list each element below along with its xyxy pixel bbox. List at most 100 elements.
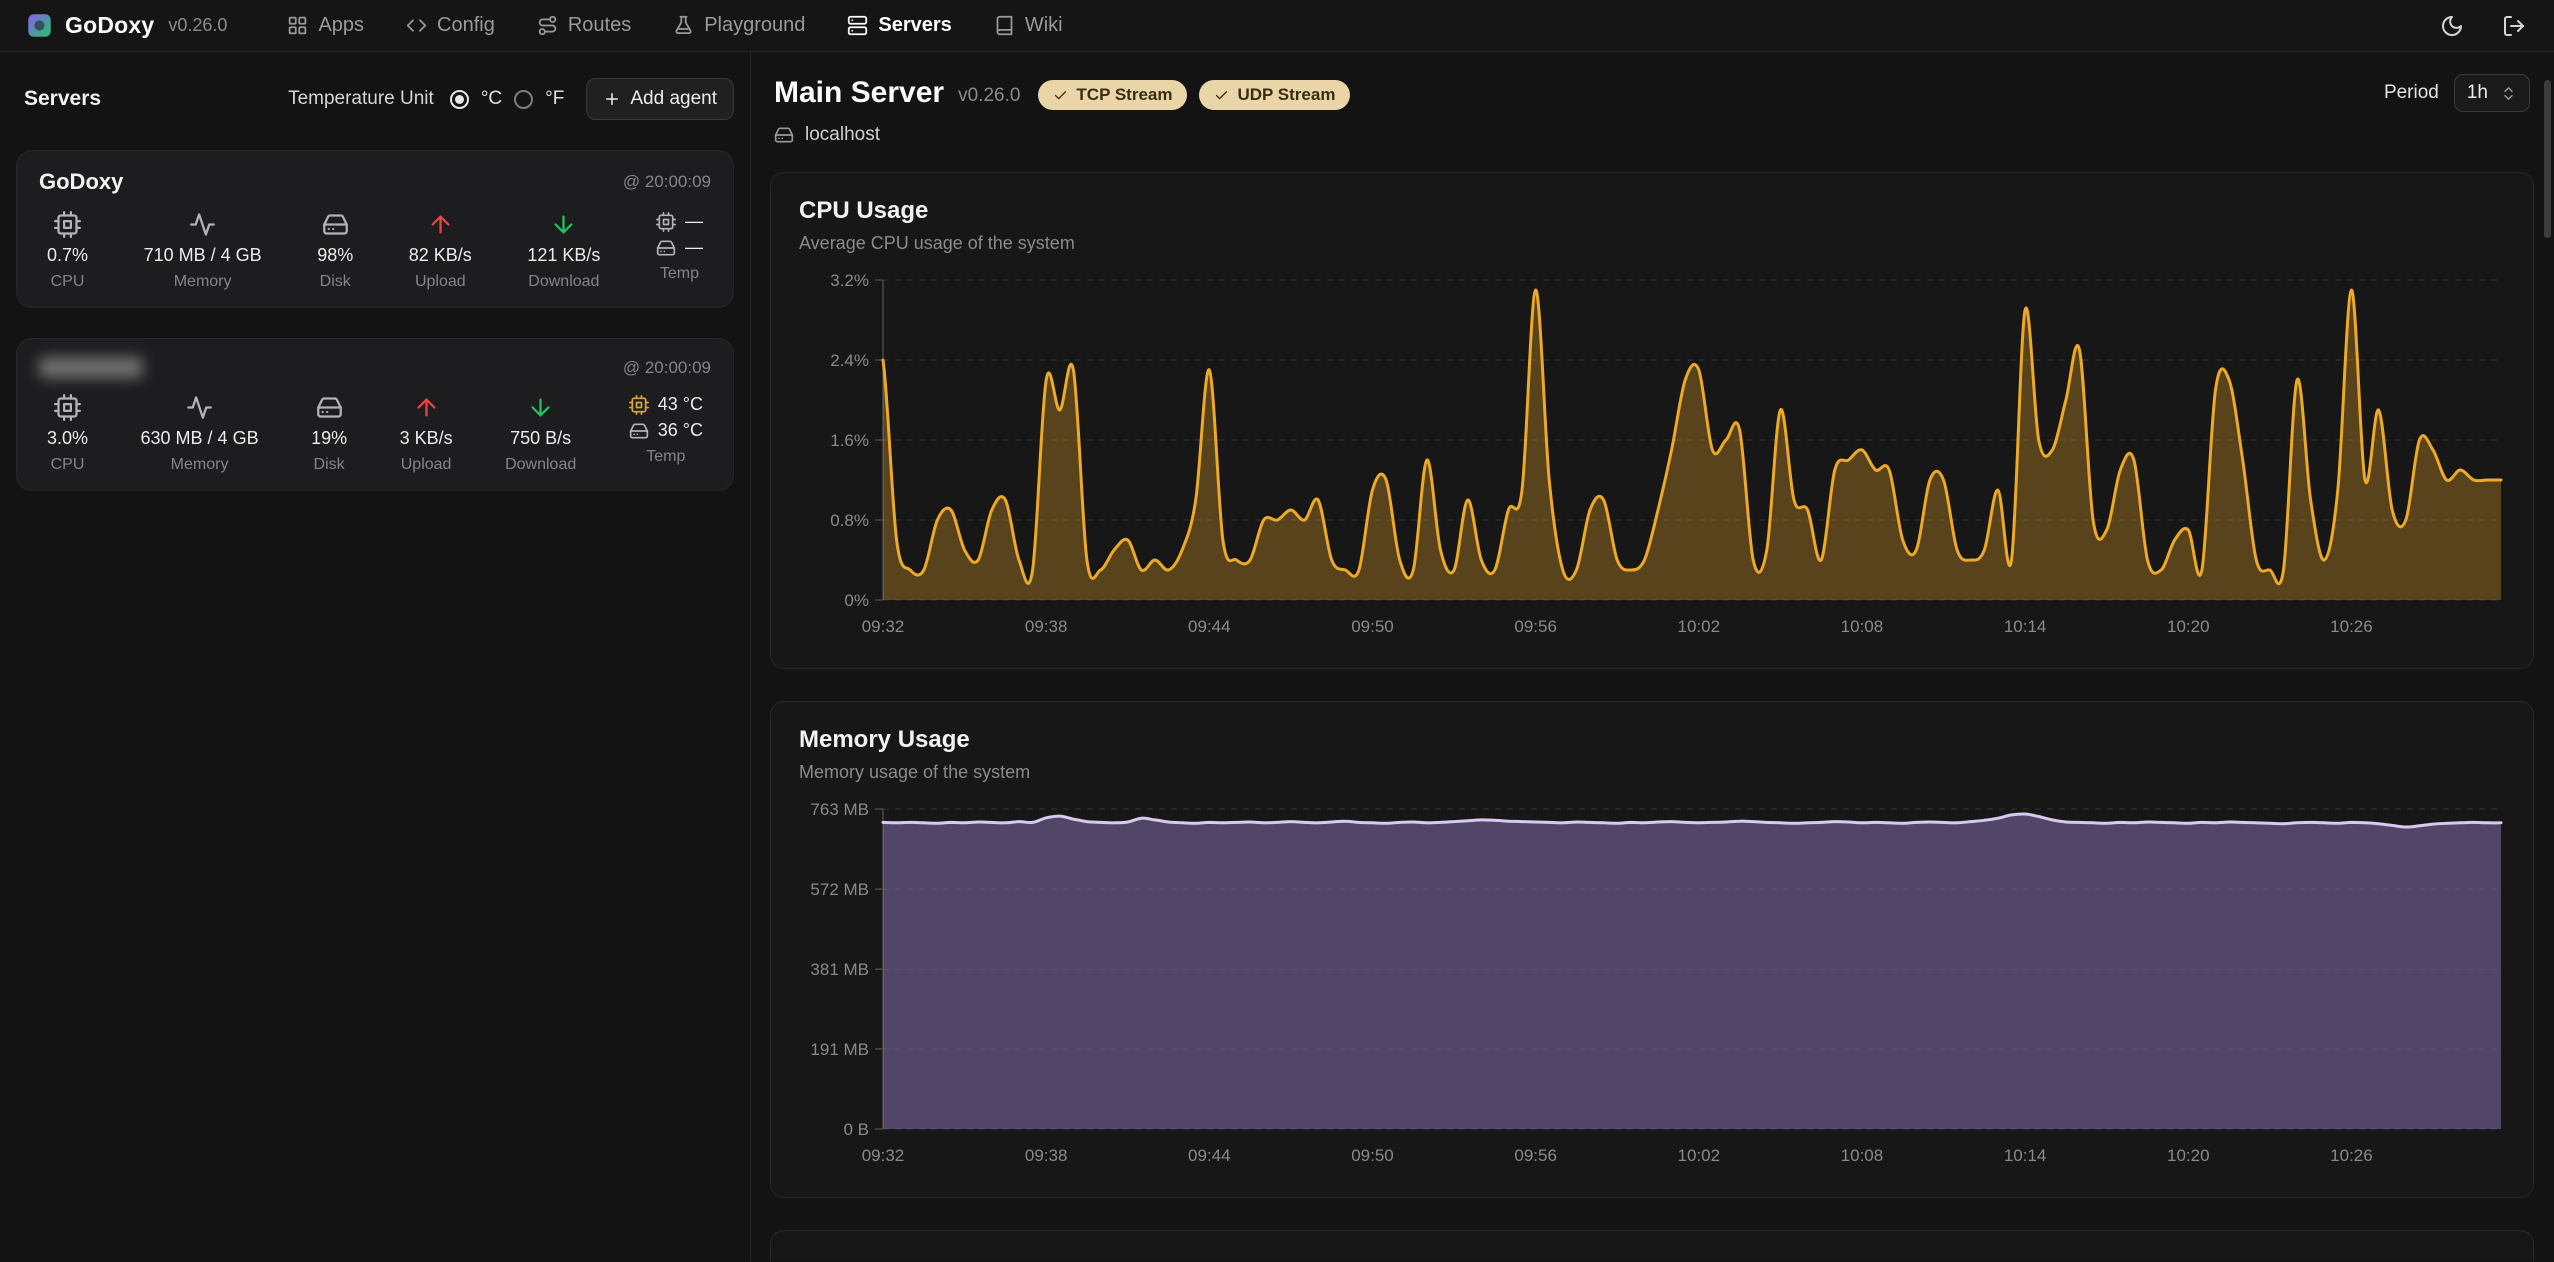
svg-text:10:14: 10:14 [2004,617,2047,636]
memory-value: 630 MB / 4 GB [140,428,259,448]
upload-arrow-icon [413,394,440,421]
server-stats: 0.7% CPU 710 MB / 4 GB Memory 98% Disk [39,211,711,291]
host-name: localhost [805,124,880,145]
upload-value: 82 KB/s [408,245,472,265]
upload-label: Upload [400,456,452,473]
svg-text:3.2%: 3.2% [830,272,869,290]
download-value: 121 KB/s [527,245,601,265]
add-agent-button[interactable]: Add agent [586,78,734,120]
temp-label: Temp [646,448,686,465]
stat-temp: 43 °C 36 °C Temp [628,394,703,466]
tcp-stream-badge: TCP Stream [1038,80,1188,110]
brand-group[interactable]: GoDoxy v0.26.0 [26,12,227,39]
stat-upload: 3 KB/s Upload [400,394,453,474]
nav-item-label: Apps [318,14,365,36]
svg-text:09:38: 09:38 [1025,1146,1068,1165]
cpu-value: 3.0% [47,428,89,448]
stat-download: 750 B/s Download [505,394,576,474]
disk-temp-value: 36 °C [657,420,703,440]
svg-text:09:44: 09:44 [1188,617,1231,636]
route-icon [537,15,558,36]
stat-cpu: 0.7% CPU [47,211,88,291]
code-icon [406,15,427,36]
svg-text:09:50: 09:50 [1351,617,1394,636]
period-select[interactable]: 1h [2453,74,2530,112]
nav-item-apps[interactable]: Apps [287,14,364,37]
nav-item-servers[interactable]: Servers [847,14,952,37]
svg-text:10:02: 10:02 [1678,617,1721,636]
cpu-usage-panel: CPU Usage Average CPU usage of the syste… [770,172,2534,669]
godoxy-logo-icon [26,12,53,39]
svg-text:09:44: 09:44 [1188,1146,1231,1165]
memory-label: Memory [173,273,232,290]
app-title: GoDoxy [65,12,155,38]
badge-label: TCP Stream [1076,85,1173,104]
svg-text:10:08: 10:08 [1841,617,1884,636]
svg-text:0 B: 0 B [843,1120,869,1139]
flask-icon [673,15,694,36]
hard-drive-icon [322,211,349,238]
memory-label: Memory [170,456,229,473]
moon-icon[interactable] [2440,14,2464,38]
main-content: Main Server v0.26.0 TCP Stream UDP Strea… [751,52,2554,1261]
stat-cpu: 3.0% CPU [47,394,88,474]
period-value: 1h [2466,82,2488,103]
temp-rows: — — [655,211,703,258]
stat-temp: — — Temp [655,211,703,283]
svg-text:10:08: 10:08 [1841,1146,1884,1165]
cpu-temp-value: 43 °C [657,394,703,414]
period-group: Period 1h [2384,74,2530,112]
download-arrow-icon [550,211,577,238]
card-header: @ 20:00:09 [39,357,711,378]
period-label: Period [2383,82,2439,103]
svg-text:1.6%: 1.6% [830,431,869,450]
svg-text:381 MB: 381 MB [810,960,869,979]
celsius-radio[interactable] [449,89,469,109]
server-stats: 3.0% CPU 630 MB / 4 GB Memory 19% Disk [39,394,711,474]
upload-label: Upload [414,273,466,290]
stat-disk: 19% Disk [311,394,347,474]
stat-memory: 710 MB / 4 GB Memory [144,211,262,291]
cpu-temp-row: — [655,211,703,232]
svg-text:572 MB: 572 MB [810,880,869,899]
server-name: GoDoxy [39,169,124,194]
cpu-temp-icon [628,394,649,415]
fahrenheit-label: °F [545,88,565,109]
stat-download: 121 KB/s Download [527,211,600,291]
nav-item-routes[interactable]: Routes [537,14,631,37]
cpu-label: CPU [50,456,85,473]
grid-icon [287,15,308,36]
nav-item-playground[interactable]: Playground [673,14,805,37]
celsius-label: °C [480,88,503,109]
check-icon [1053,88,1068,103]
cpu-icon [54,394,82,421]
memory-usage-panel: Memory Usage Memory usage of the system … [770,701,2534,1198]
server-card-godoxy[interactable]: GoDoxy @ 20:00:09 0.7% CPU 710 MB / 4 GB… [16,150,734,308]
memory-value: 710 MB / 4 GB [143,245,262,265]
udp-stream-badge: UDP Stream [1199,80,1351,110]
svg-text:191 MB: 191 MB [810,1040,869,1059]
card-header: GoDoxy @ 20:00:09 [39,169,711,195]
sidebar-title: Servers [24,87,102,110]
download-label: Download [528,273,600,290]
stat-upload: 82 KB/s Upload [409,211,472,291]
hard-drive-icon [316,394,343,421]
server-card-list: GoDoxy @ 20:00:09 0.7% CPU 710 MB / 4 GB… [0,146,750,491]
svg-text:09:32: 09:32 [862,1146,905,1165]
fahrenheit-radio[interactable] [514,89,534,109]
logout-icon[interactable] [2502,14,2526,38]
upload-arrow-icon [427,211,454,238]
nav-item-wiki[interactable]: Wiki [994,14,1063,37]
server-icon [847,15,868,36]
svg-text:10:02: 10:02 [1678,1146,1721,1165]
server-timestamp: @ 20:00:09 [622,357,711,377]
svg-text:10:14: 10:14 [2004,1146,2047,1165]
server-card-redacted[interactable]: @ 20:00:09 3.0% CPU 630 MB / 4 GB Memory [16,338,734,491]
disk-label: Disk [313,456,345,473]
svg-text:2.4%: 2.4% [830,351,869,370]
scrollbar-thumb[interactable] [2544,80,2551,238]
nav-item-config[interactable]: Config [406,14,495,37]
app-version: v0.26.0 [168,15,228,35]
chevrons-up-down-icon [2500,85,2517,102]
svg-text:10:20: 10:20 [2167,1146,2210,1165]
